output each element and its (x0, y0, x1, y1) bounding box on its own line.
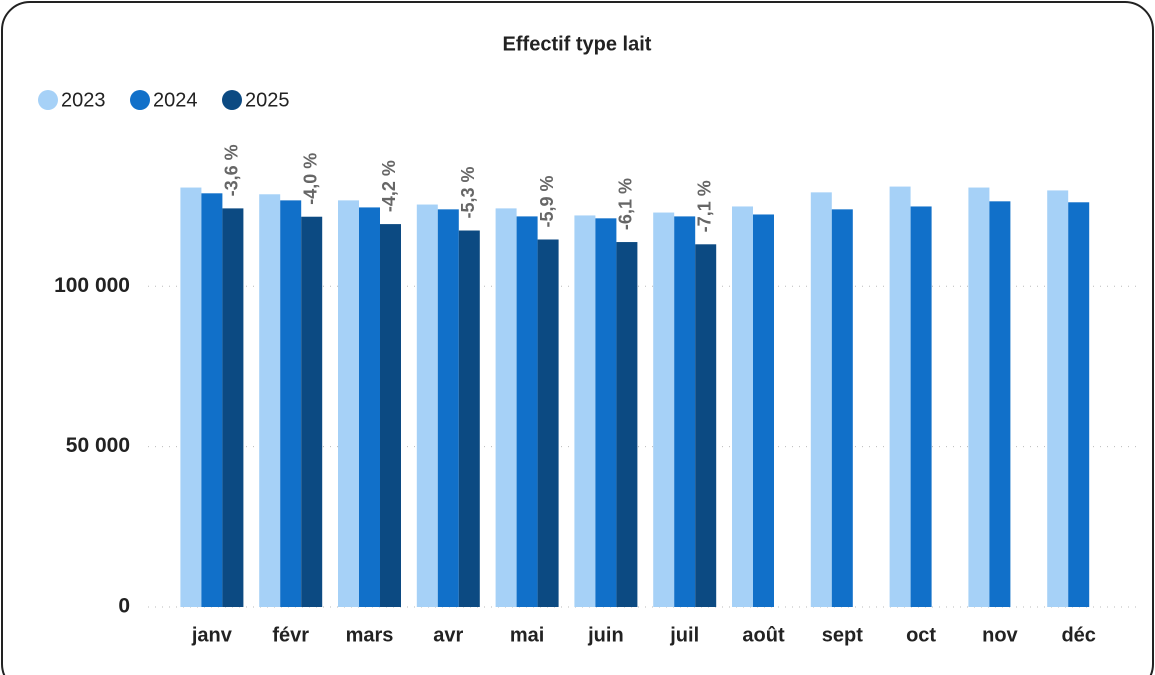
bar (595, 218, 617, 607)
bar (653, 212, 675, 607)
x-tick-label: juil (669, 624, 699, 646)
data-label: -6,1 % (616, 178, 636, 230)
bar (259, 194, 281, 608)
bar (968, 187, 990, 607)
bar (831, 209, 853, 607)
bar (1068, 202, 1090, 607)
y-tick-label: 100 000 (54, 274, 130, 297)
x-tick-label: févr (272, 624, 309, 646)
bar (280, 200, 302, 607)
bar (674, 216, 696, 607)
x-tick-label: juin (587, 624, 624, 646)
bar (1047, 190, 1069, 607)
bar (537, 239, 559, 607)
chart-title: Effectif type lait (503, 33, 652, 55)
bar (732, 206, 753, 607)
legend-label: 2025 (245, 89, 290, 111)
bar (810, 192, 832, 608)
legend-label: 2024 (153, 89, 198, 111)
x-tick-label: mai (510, 624, 544, 646)
bar (495, 208, 517, 607)
data-label: -3,6 % (222, 144, 242, 196)
bar (458, 230, 480, 607)
legend-label: 2023 (61, 89, 106, 111)
bar (380, 224, 401, 607)
bar (516, 216, 538, 607)
bar (338, 200, 359, 607)
legend-swatch (130, 90, 150, 110)
y-tick-label: 50 000 (66, 434, 130, 457)
x-tick-label: mars (346, 624, 394, 646)
bar (301, 216, 323, 607)
x-tick-label: août (742, 624, 785, 646)
bar (222, 208, 244, 607)
data-label: -5,9 % (537, 175, 557, 227)
x-tick-label: oct (906, 624, 936, 646)
bar (889, 186, 911, 607)
data-label: -4,2 % (379, 160, 399, 212)
bar (695, 244, 717, 608)
bar (416, 204, 438, 607)
x-tick-label: sept (822, 624, 863, 646)
bar (437, 209, 459, 607)
x-tick-label: déc (1061, 624, 1095, 646)
bar (359, 207, 380, 607)
legend-swatch (222, 90, 242, 110)
x-tick-label: avr (433, 624, 463, 646)
bar (910, 206, 932, 607)
bar (574, 215, 596, 607)
bar (180, 187, 202, 607)
data-label: -5,3 % (458, 166, 478, 218)
y-tick-label: 0 (118, 595, 130, 618)
data-label: -7,1 % (694, 180, 714, 232)
bar (616, 242, 638, 607)
legend-swatch (38, 90, 58, 110)
x-tick-label: janv (191, 624, 233, 646)
bar (753, 214, 774, 607)
data-label: -4,0 % (300, 153, 320, 205)
bar (989, 201, 1011, 608)
x-tick-label: nov (982, 624, 1018, 646)
bar (201, 193, 223, 607)
